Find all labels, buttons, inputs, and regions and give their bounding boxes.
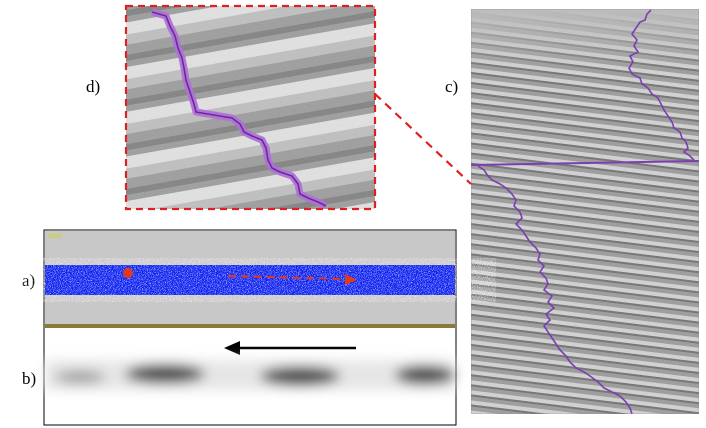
- tracer-particle-marker: [123, 268, 133, 278]
- horizontal-cut-line: [471, 160, 699, 166]
- dashed-arrow-right-icon: [227, 275, 347, 280]
- panel-divider: [45, 324, 455, 328]
- panel-d-image: [126, 6, 375, 209]
- panel-label-c: c): [445, 77, 459, 96]
- panel-label-d: d): [86, 77, 101, 96]
- panel-label-a: a): [22, 271, 36, 290]
- panel-c-image: [471, 9, 699, 414]
- zoom-box: [124, 4, 377, 211]
- panel-b-image: [45, 360, 455, 390]
- panel-c-upper-trace: [628, 9, 695, 161]
- zoom-connector-line: [374, 93, 472, 185]
- panel-c-lower-trace: [477, 165, 633, 414]
- panels-ab: [43, 229, 457, 426]
- corner-tag: 2000: [48, 234, 62, 240]
- panel-label-b: b): [22, 369, 37, 388]
